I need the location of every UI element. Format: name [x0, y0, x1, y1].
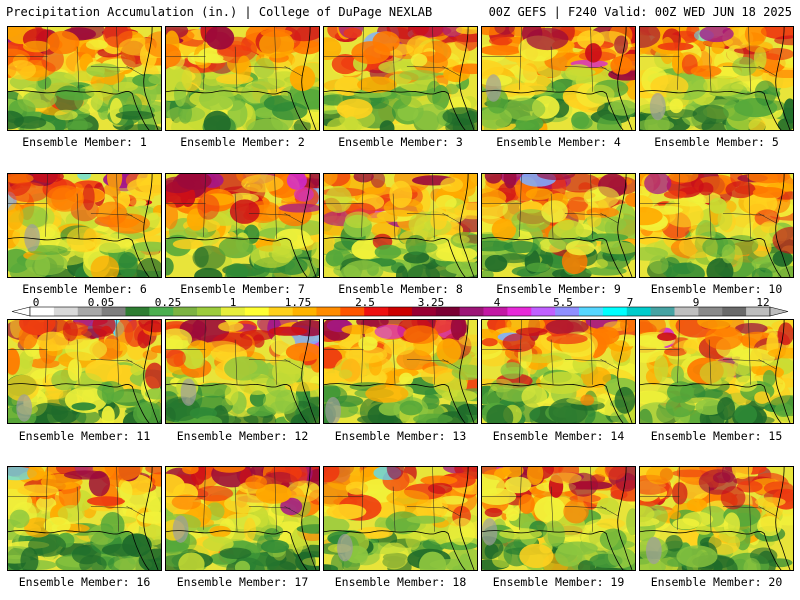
colorbar-swatch	[125, 307, 150, 316]
colorbar-tick-label: 0	[32, 296, 40, 309]
colorbar-swatch	[507, 307, 532, 316]
ensemble-member-map	[323, 173, 478, 278]
colorbar-swatch	[602, 307, 628, 316]
ensemble-member-label: Ensemble Member: 19	[492, 575, 625, 589]
colorbar-swatch	[292, 307, 317, 316]
colorbar-tick-label: 4	[493, 296, 501, 309]
ensemble-member-label: Ensemble Member: 20	[650, 575, 783, 589]
colorbar-swatch	[197, 307, 222, 316]
ensemble-member-label: Ensemble Member: 15	[650, 429, 783, 443]
colorbar-swatch	[722, 307, 747, 316]
colorbar-swatch	[483, 307, 508, 316]
precip-colorbar	[11, 306, 789, 317]
colorbar-tick-label: 1.75	[284, 296, 312, 309]
ensemble-member-label: Ensemble Member: 18	[334, 575, 467, 589]
ensemble-member-map	[639, 26, 794, 131]
ensemble-member-map	[7, 173, 162, 278]
colorbar-tick-label: 3.25	[417, 296, 445, 309]
colorbar-swatch	[101, 307, 126, 316]
colorbar-swatch	[268, 307, 293, 316]
ensemble-member-label: Ensemble Member: 11	[18, 429, 151, 443]
ensemble-member-map	[7, 26, 162, 131]
ensemble-member-map	[481, 466, 636, 571]
ensemble-member-label: Ensemble Member: 3	[338, 135, 463, 149]
ensemble-member-label: Ensemble Member: 13	[334, 429, 467, 443]
colorbar-swatch	[340, 307, 365, 316]
ensemble-member-map	[323, 466, 478, 571]
ensemble-member-label: Ensemble Member: 1	[22, 135, 147, 149]
ensemble-member-map	[165, 173, 320, 278]
colorbar-swatch	[30, 307, 55, 316]
colorbar-min-arrow	[11, 306, 31, 317]
ensemble-member-label: Ensemble Member: 10	[650, 282, 783, 296]
ensemble-member-label: Ensemble Member: 7	[180, 282, 305, 296]
colorbar-swatch	[220, 307, 246, 316]
colorbar-swatch	[173, 307, 198, 316]
colorbar-swatch	[149, 307, 174, 316]
ensemble-member-label: Ensemble Member: 17	[176, 575, 309, 589]
ensemble-member-label: Ensemble Member: 9	[496, 282, 621, 296]
colorbar-tick-label: 9	[692, 296, 700, 309]
ensemble-member-map	[481, 26, 636, 131]
ensemble-member-label: Ensemble Member: 6	[22, 282, 147, 296]
colorbar-tick-label: 7	[626, 296, 634, 309]
ensemble-member-label: Ensemble Member: 4	[496, 135, 621, 149]
ensemble-member-map	[7, 319, 162, 424]
colorbar-swatch	[53, 307, 79, 316]
ensemble-member-label: Ensemble Member: 12	[176, 429, 309, 443]
colorbar-swatch	[411, 307, 437, 316]
colorbar-swatch	[459, 307, 484, 316]
colorbar-swatch	[388, 307, 413, 316]
ensemble-member-label: Ensemble Member: 8	[338, 282, 463, 296]
colorbar-tick-label: 1	[229, 296, 237, 309]
ensemble-member-map	[639, 319, 794, 424]
run-valid-time: 00Z GEFS | F240 Valid: 00Z WED JUN 18 20…	[488, 5, 792, 19]
colorbar-swatch	[316, 307, 341, 316]
ensemble-member-label: Ensemble Member: 14	[492, 429, 625, 443]
colorbar-swatch	[650, 307, 675, 316]
colorbar-tick-label: 0.25	[154, 296, 182, 309]
colorbar-tick-label: 2.5	[355, 296, 375, 309]
ensemble-member-map	[165, 26, 320, 131]
ensemble-member-map	[165, 319, 320, 424]
colorbar-swatch	[364, 307, 389, 316]
colorbar-swatch	[746, 307, 771, 316]
colorbar-swatch	[244, 307, 270, 316]
ensemble-member-map	[323, 26, 478, 131]
ensemble-member-map	[165, 466, 320, 571]
colorbar-max-arrow	[769, 306, 789, 317]
ensemble-member-map	[639, 173, 794, 278]
colorbar-tick-label: 12	[756, 296, 770, 309]
ensemble-member-label: Ensemble Member: 16	[18, 575, 151, 589]
colorbar-swatch	[555, 307, 580, 316]
colorbar-swatch	[626, 307, 651, 316]
ensemble-member-map	[481, 319, 636, 424]
ensemble-member-map	[323, 319, 478, 424]
colorbar-swatch	[674, 307, 699, 316]
ensemble-member-map	[481, 173, 636, 278]
ensemble-member-label: Ensemble Member: 2	[180, 135, 305, 149]
colorbar-swatch	[435, 307, 460, 316]
colorbar-swatch	[531, 307, 556, 316]
colorbar-swatch	[77, 307, 102, 316]
colorbar-swatch	[698, 307, 723, 316]
map-title: Precipitation Accumulation (in.) | Colle…	[6, 5, 433, 19]
colorbar-swatch	[579, 307, 604, 316]
ensemble-member-label: Ensemble Member: 5	[654, 135, 779, 149]
colorbar-tick-label: 0.05	[87, 296, 115, 309]
ensemble-member-map	[7, 466, 162, 571]
ensemble-member-map	[639, 466, 794, 571]
colorbar-tick-label: 5.5	[553, 296, 573, 309]
